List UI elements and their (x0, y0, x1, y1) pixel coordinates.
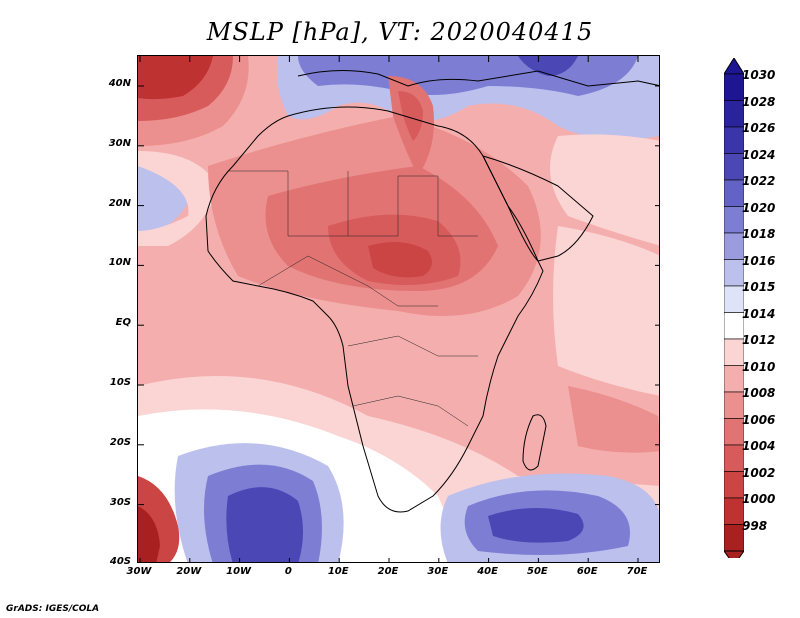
lat-label-10n: 10N (108, 257, 131, 269)
map-title: MSLP [hPa], VT: 2020040415 (206, 18, 594, 46)
colorbar-swatch (724, 338, 744, 366)
colorbar-label: 1008 (742, 386, 776, 400)
lat-label-20s: 20S (109, 436, 131, 448)
pressure-field-map (138, 56, 659, 562)
colorbar-label: 1004 (742, 439, 776, 453)
lon-label-30w: 30W (126, 566, 152, 577)
colorbar-swatch (724, 497, 744, 525)
pressure-1014-eatlantic (138, 151, 218, 246)
colorbar (724, 58, 744, 558)
pressure-1012-east (550, 134, 659, 246)
lat-label-20n: 20N (108, 197, 131, 209)
lat-label-eq: EQ (115, 317, 131, 329)
country-borders (228, 170, 478, 427)
lon-label-30e: 30E (427, 566, 449, 577)
colorbar-label: 1010 (742, 359, 776, 374)
lon-label-20w: 20W (176, 566, 202, 577)
colorbar-label: 1020 (742, 200, 776, 215)
lat-label-30n: 30N (108, 137, 131, 149)
lon-label-10e: 10E (327, 566, 349, 577)
pressure-1002-north (368, 242, 432, 278)
colorbar-label: 1002 (742, 465, 776, 480)
colorbar-bottom-arrow (724, 550, 744, 558)
lon-label-60e: 60E (576, 566, 598, 577)
europe-coastline (297, 69, 659, 87)
pressure-1008-madagascar-e (568, 386, 659, 453)
colorbar-label: 1000 (742, 492, 776, 506)
colorbar-swatch (724, 179, 744, 207)
colorbar-swatch (724, 259, 744, 287)
lon-label-70e: 70E (626, 566, 648, 577)
colorbar-swatch (724, 73, 744, 101)
border-5 (352, 395, 469, 427)
colorbar-swatch (724, 391, 744, 419)
colorbar-label: 1024 (742, 147, 776, 162)
lat-label-10s: 10S (109, 377, 131, 388)
colorbar-label: 1022 (742, 174, 776, 188)
colorbar-swatch (724, 100, 744, 128)
colorbar-label: 1012 (742, 333, 776, 347)
colorbar-swatch (724, 471, 744, 499)
border-1 (228, 170, 349, 237)
colorbar-label: 1014 (742, 306, 776, 321)
colorbar-swatch (724, 524, 744, 552)
colorbar-label: 1015 (742, 280, 776, 294)
colorbar-swatch (724, 126, 744, 154)
madagascar-coastline (522, 414, 547, 471)
footer-credit: GrADS: IGES/COLA (6, 604, 100, 614)
colorbar-swatch (724, 285, 744, 313)
pressure-1012-indian (553, 226, 659, 396)
colorbar-swatch (724, 418, 744, 446)
lon-label-0: 0 (284, 566, 292, 577)
lon-label-20e: 20E (377, 566, 399, 577)
coastlines (205, 69, 659, 513)
pressure-1004-emed (398, 91, 423, 141)
lon-label-40e: 40E (477, 566, 498, 577)
lat-label-30s: 30S (109, 496, 131, 508)
lat-label-40s: 40S (109, 556, 131, 568)
lat-label-40n: 40N (108, 78, 131, 89)
colorbar-label: 1028 (742, 94, 776, 109)
colorbar-swatch (724, 312, 744, 340)
colorbar-swatch (724, 153, 744, 181)
pressure-1000-sw (138, 506, 160, 562)
colorbar-label: 1006 (742, 412, 776, 427)
axis-ticks (138, 56, 659, 562)
map-panel (137, 55, 660, 563)
border-3 (257, 255, 438, 307)
colorbar-label: 1026 (742, 121, 776, 135)
colorbar-label: 1018 (742, 227, 776, 241)
arabia-coastline (482, 155, 594, 262)
pressure-1024-med (518, 56, 578, 76)
lon-label-50e: 50E (527, 566, 548, 577)
colorbar-label: 998 (742, 518, 768, 533)
pressure-1000-nw (138, 56, 213, 100)
lon-label-10w: 10W (226, 566, 252, 577)
colorbar-label: 1016 (742, 253, 776, 268)
colorbar-swatch (724, 232, 744, 260)
pressure-1024-satlantic (226, 487, 303, 562)
pressure-1024-sindian (488, 507, 584, 543)
border-4 (347, 335, 478, 357)
colorbar-label: 1030 (742, 68, 776, 82)
colorbar-top-arrow (724, 58, 744, 75)
colorbar-swatch (724, 365, 744, 393)
colorbar-swatch (724, 444, 744, 472)
border-2 (348, 175, 478, 237)
colorbar-swatch (724, 206, 744, 234)
